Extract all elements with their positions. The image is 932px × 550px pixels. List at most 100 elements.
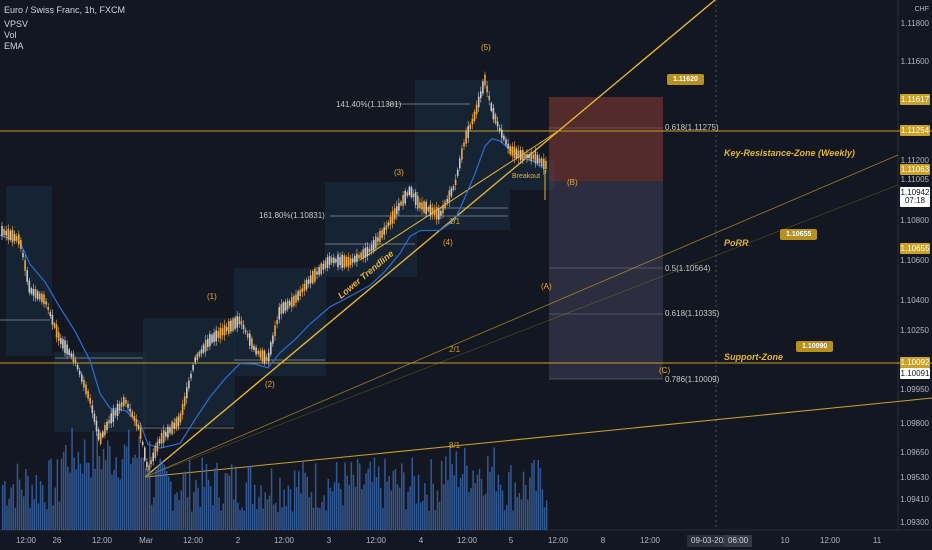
volume-bar (172, 510, 174, 530)
candle-body (347, 257, 350, 267)
candle-body (465, 130, 467, 144)
time-tick: 12:00 (365, 536, 387, 545)
candle-body (536, 155, 539, 163)
candle-body (20, 239, 22, 249)
volume-bar (167, 476, 170, 530)
volume-bar (243, 510, 245, 530)
candle-body (32, 289, 35, 296)
porr-label: PoRR (724, 238, 749, 248)
volume-bar (10, 487, 12, 530)
candle-body (116, 404, 119, 417)
volume-bar (220, 510, 222, 530)
volume-bar (338, 483, 340, 530)
candle-body (505, 139, 507, 145)
volume-bar (384, 458, 386, 530)
volume-bar (277, 512, 279, 530)
volume-bar (109, 446, 111, 530)
volume-bar (451, 464, 453, 530)
volume-bar (537, 460, 539, 530)
candle-body (162, 430, 165, 443)
volume-bar (310, 492, 313, 530)
volume-bar (130, 464, 132, 530)
wave-label: (5) (481, 43, 491, 52)
candle-body (173, 422, 175, 429)
volume-bar (321, 501, 323, 530)
candle-body (322, 263, 325, 270)
time-tick: 5 (508, 536, 514, 545)
volume-bar (285, 506, 287, 530)
volume-bar (224, 473, 227, 530)
candle-body (110, 413, 112, 424)
volume-bar (501, 490, 504, 530)
volume-bar (329, 487, 332, 530)
candle-body (513, 146, 516, 158)
time-tick: 12:00 (819, 536, 841, 545)
callout-3[interactable]: 1.10090 (796, 341, 834, 352)
volume-bar (524, 484, 527, 530)
candle-body (217, 331, 220, 338)
candle-body (209, 334, 211, 347)
callout-2[interactable]: 1.10655 (780, 229, 818, 240)
time-tick: 2 (235, 536, 241, 545)
candle-body (99, 433, 102, 444)
volume-bar (531, 463, 533, 530)
volume-bar (60, 458, 63, 530)
volume-bar (125, 446, 128, 530)
price-tick: 1.10400 (900, 296, 929, 305)
volume-bar (132, 457, 134, 530)
volume-bar (165, 470, 168, 530)
candle-body (377, 237, 379, 242)
volume-bar (159, 458, 161, 530)
price-tick: 1.09650 (900, 448, 929, 457)
candle-body (76, 364, 79, 370)
volume-bar (493, 447, 495, 530)
candle-body (186, 387, 188, 399)
candle-body (364, 248, 367, 258)
candle-body (538, 158, 541, 164)
callout-1[interactable]: 1.11620 (667, 74, 704, 85)
indicator-vpsv[interactable]: VPSV (4, 19, 29, 29)
volume-bar (405, 509, 407, 530)
currency-label: CHF (914, 6, 929, 13)
price-tick: 1.09800 (900, 419, 929, 428)
candle-body (532, 154, 535, 159)
volume-bar (155, 469, 157, 530)
volume-bar (58, 501, 61, 530)
volume-bar (449, 447, 451, 530)
volume-bar (394, 469, 397, 530)
candle-body (265, 357, 268, 361)
price-tag: 1.10092 (900, 357, 930, 368)
candle-body (22, 252, 24, 258)
candle-body (123, 397, 125, 406)
volume-bar (380, 487, 382, 530)
candle-body (312, 271, 314, 284)
candle-body (26, 270, 28, 282)
volume-bar (230, 464, 233, 530)
volume-bar (67, 466, 69, 530)
time-tick: 12:00 (15, 536, 37, 545)
candle-body (362, 249, 364, 259)
candle-body (154, 445, 157, 458)
volume-bar (396, 484, 399, 530)
candle-body (152, 452, 154, 462)
indicator-ema[interactable]: EMA (4, 41, 24, 51)
candle-body (112, 409, 115, 422)
candle-body (13, 234, 16, 241)
candle-body (534, 151, 537, 164)
candle-body (177, 416, 180, 427)
price-tag: 1.10091 (900, 368, 930, 379)
volume-bar (350, 462, 353, 530)
stop-loss-zone (549, 97, 663, 181)
price-tick: 1.09530 (900, 473, 929, 482)
symbol-title[interactable]: Euro / Swiss Franc, 1h, FXCM (4, 5, 126, 15)
volume-bar (377, 466, 380, 530)
candle-body (446, 199, 448, 203)
indicator-vol[interactable]: Vol (4, 30, 17, 40)
candle-body (276, 320, 278, 325)
candle-body (501, 129, 503, 138)
candle-body (114, 410, 117, 416)
price-tick: 1.09410 (900, 495, 929, 504)
volume-bar (209, 486, 212, 530)
